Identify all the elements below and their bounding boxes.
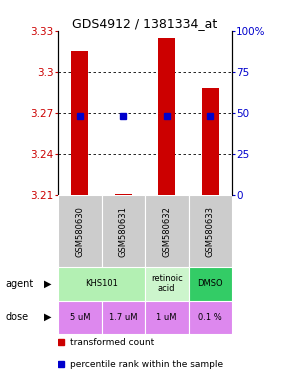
Text: percentile rank within the sample: percentile rank within the sample (70, 359, 223, 369)
Text: GSM580633: GSM580633 (206, 206, 215, 257)
Bar (188, 195, 232, 267)
Text: retinoic
acid: retinoic acid (151, 275, 183, 293)
Bar (158, 38, 175, 195)
Bar (145, 301, 188, 334)
Text: 0.1 %: 0.1 % (198, 313, 222, 322)
Text: ▶: ▶ (44, 312, 51, 322)
Text: 1.7 uM: 1.7 uM (109, 313, 137, 322)
Bar (58, 301, 102, 334)
Text: DMSO: DMSO (197, 279, 223, 288)
Text: transformed count: transformed count (70, 338, 155, 347)
Bar (145, 195, 188, 267)
Bar (188, 301, 232, 334)
Text: KHS101: KHS101 (85, 279, 118, 288)
Text: dose: dose (6, 312, 29, 322)
Title: GDS4912 / 1381334_at: GDS4912 / 1381334_at (72, 17, 218, 30)
Text: ▶: ▶ (44, 279, 51, 289)
Bar (202, 88, 219, 195)
Bar (145, 267, 188, 301)
Text: agent: agent (6, 279, 34, 289)
Text: 5 uM: 5 uM (70, 313, 90, 322)
Bar (188, 267, 232, 301)
Text: GSM580630: GSM580630 (75, 206, 84, 257)
Bar (71, 51, 88, 195)
Text: GSM580632: GSM580632 (162, 206, 171, 257)
Bar (58, 195, 102, 267)
Text: 1 uM: 1 uM (157, 313, 177, 322)
Bar (115, 194, 131, 195)
Bar (58, 267, 145, 301)
Bar (102, 301, 145, 334)
Bar (102, 195, 145, 267)
Text: GSM580631: GSM580631 (119, 206, 128, 257)
